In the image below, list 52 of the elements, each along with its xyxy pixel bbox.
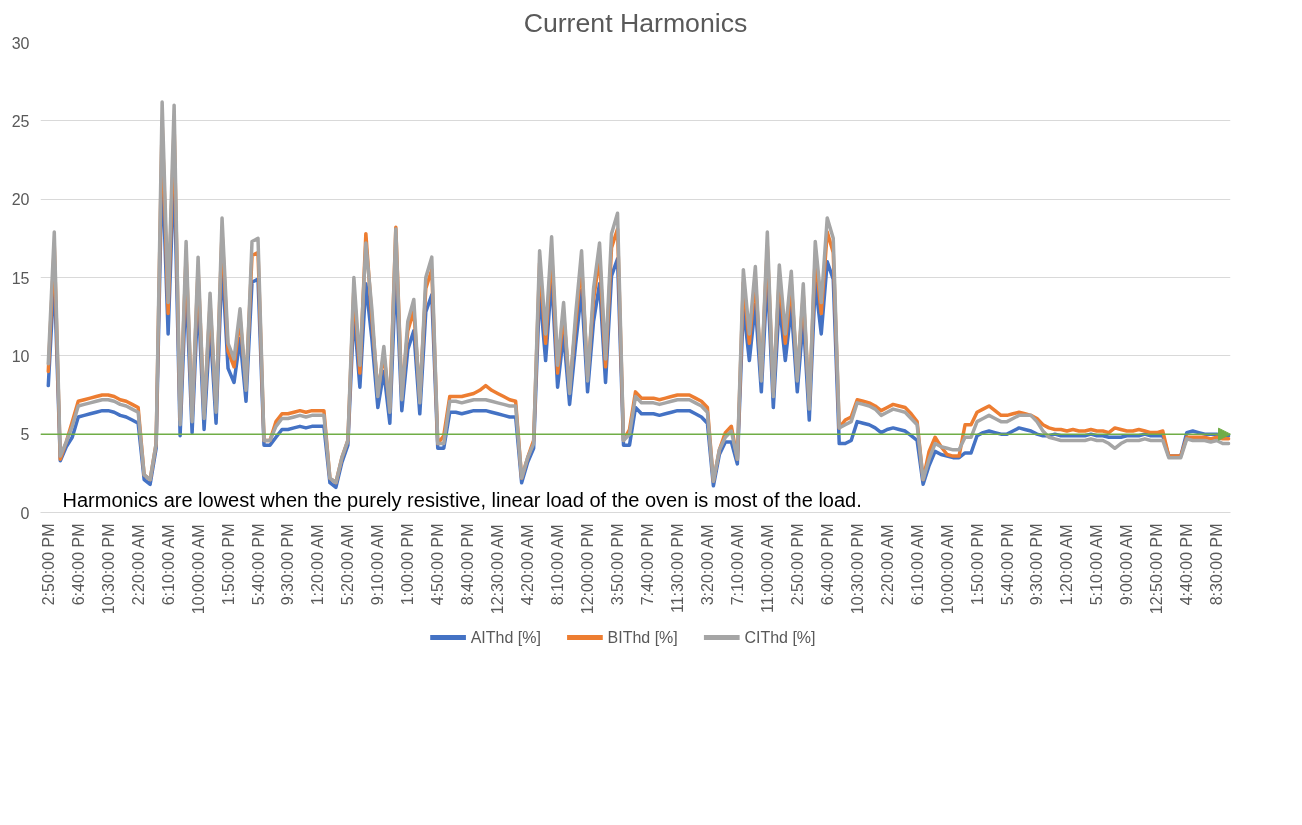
x-tick-label: 8:30:00 PM: [1208, 523, 1226, 606]
x-tick-label: 1:50:00 PM: [968, 523, 986, 606]
y-tick-label: 30: [11, 34, 30, 52]
x-tick-label: 5:40:00 PM: [998, 523, 1016, 606]
x-tick-label: 9:30:00 PM: [1028, 523, 1046, 606]
legend-label: CIThd [%]: [744, 629, 816, 646]
x-tick-label: 1:50:00 PM: [219, 523, 237, 606]
x-tick-label: 5:10:00 AM: [1088, 524, 1106, 606]
x-tick-label: 4:50:00 PM: [429, 523, 447, 606]
x-tick-label: 2:50:00 PM: [788, 523, 806, 606]
x-tick-label: 4:40:00 PM: [1178, 523, 1196, 606]
x-tick-label: 5:20:00 AM: [339, 524, 357, 606]
x-tick-label: 10:30:00 PM: [99, 523, 117, 615]
annotation: Harmonics are lowest when the purely resistive, linear load of the oven is most of the load.: [62, 488, 862, 511]
x-tick-label: 5:40:00 PM: [249, 523, 267, 606]
x-tick-label: 6:10:00 AM: [908, 524, 926, 606]
x-tick-label: 10:00:00 AM: [938, 524, 956, 615]
y-tick-label: 0: [20, 504, 30, 522]
x-tick-label: 12:50:00 PM: [1148, 523, 1166, 615]
x-tick-label: 7:10:00 AM: [728, 524, 746, 606]
x-tick-label: 9:00:00 AM: [1118, 524, 1136, 606]
y-tick-label: 25: [11, 112, 30, 130]
x-tick-label: 8:10:00 AM: [549, 524, 567, 606]
x-tick-label: 12:00:00 PM: [579, 523, 597, 615]
legend-label: BIThd [%]: [607, 629, 678, 646]
x-tick-label: 3:50:00 PM: [609, 523, 627, 606]
x-tick-label: 2:50:00 PM: [39, 523, 57, 606]
x-tick-label: 12:30:00 AM: [489, 524, 507, 615]
x-tick-label: 6:40:00 PM: [69, 523, 87, 606]
y-tick-label: 5: [20, 426, 30, 444]
y-tick-label: 10: [11, 347, 30, 365]
x-tick-label: 4:20:00 AM: [519, 524, 537, 606]
x-tick-label: 6:40:00 PM: [818, 523, 836, 606]
x-tick-label: 6:10:00 AM: [159, 524, 177, 606]
x-tick-label: 11:30:00 PM: [668, 523, 686, 614]
x-tick-label: 2:20:00 AM: [129, 524, 147, 606]
x-tick-label: 9:30:00 PM: [279, 523, 297, 606]
x-tick-label: 3:20:00 AM: [698, 524, 716, 606]
x-tick-label: 9:10:00 AM: [369, 524, 387, 606]
x-tick-label: 1:00:00 PM: [399, 523, 417, 606]
x-tick-label: 8:40:00 PM: [459, 523, 477, 606]
x-tick-label: 10:30:00 PM: [848, 523, 866, 615]
x-tick-label: 1:20:00 AM: [1058, 524, 1076, 606]
y-tick-label: 15: [11, 269, 30, 287]
x-tick-label: 1:20:00 AM: [309, 524, 327, 606]
x-tick-label: 11:00:00 AM: [758, 524, 776, 614]
y-tick-label: 20: [11, 191, 30, 209]
x-tick-label: 2:20:00 AM: [878, 524, 896, 606]
legend-label: AIThd [%]: [470, 629, 541, 646]
x-tick-label: 10:00:00 AM: [189, 524, 207, 615]
x-tick-label: 7:40:00 PM: [638, 523, 656, 606]
chart-title: Current Harmonics: [523, 7, 748, 38]
